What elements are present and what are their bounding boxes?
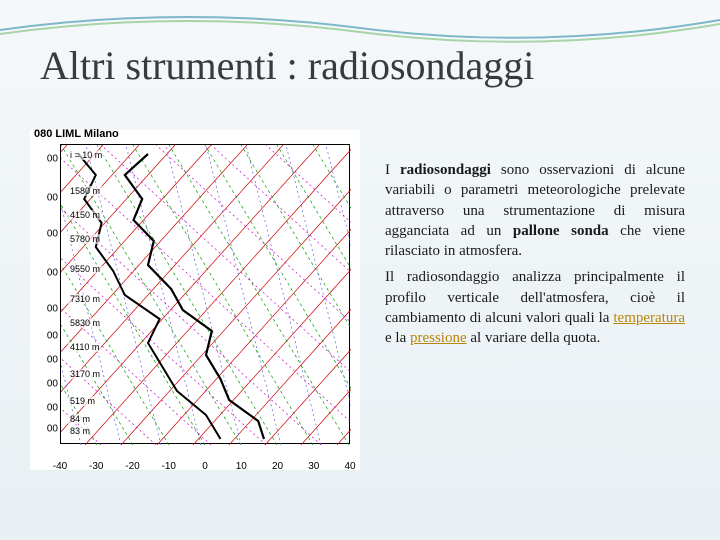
- y-tick: 00: [30, 355, 58, 366]
- y-tick: 00: [30, 304, 58, 315]
- y-tick: 00: [30, 268, 58, 279]
- keyword-radiosondaggi: radiosondaggi: [400, 162, 501, 178]
- altitude-label: 5780 m: [68, 234, 102, 244]
- y-tick: 00: [30, 424, 58, 435]
- altitude-label: 519 m: [68, 396, 97, 406]
- skewt-chart: 080 LIML Milano 00 00 00 00 00 00 00 00 00 00 -40 -…: [30, 130, 360, 470]
- altitude-label: 5830 m: [68, 318, 102, 328]
- slide-title: Altri strumenti : radiosondaggi: [40, 42, 534, 89]
- x-tick: 10: [236, 461, 247, 472]
- x-tick: 20: [272, 461, 283, 472]
- x-tick: -40: [53, 461, 67, 472]
- x-tick: 40: [344, 461, 355, 472]
- altitude-label: 9550 m: [68, 264, 102, 274]
- altitude-label: 7310 m: [68, 294, 102, 304]
- x-tick: -10: [162, 461, 176, 472]
- body-text: I radiosondaggi sono osservazioni di alc…: [385, 160, 685, 354]
- y-tick: 00: [30, 193, 58, 204]
- x-tick: 0: [202, 461, 208, 472]
- y-tick: 00: [30, 229, 58, 240]
- altitude-label: 84 m: [68, 414, 92, 424]
- altitude-label: 4150 m: [68, 210, 102, 220]
- altitude-label: i = 10 m: [68, 150, 104, 160]
- altitude-label: 4110 m: [68, 342, 101, 352]
- y-tick: 00: [30, 403, 58, 414]
- x-tick: -20: [125, 461, 139, 472]
- y-tick: 00: [30, 331, 58, 342]
- x-tick: 30: [308, 461, 319, 472]
- paragraph-1: I radiosondaggi sono osservazioni di alc…: [385, 160, 685, 261]
- paragraph-2: Il radiosondaggio analizza principalment…: [385, 267, 685, 348]
- link-pressione[interactable]: pressione: [410, 330, 467, 346]
- y-tick: 00: [30, 379, 58, 390]
- chart-station-label: 080 LIML Milano: [34, 128, 119, 140]
- chart-plot: [60, 144, 350, 444]
- altitude-label: 1580 m: [68, 186, 102, 196]
- link-temperatura[interactable]: temperatura: [613, 310, 685, 326]
- altitude-label: 83 m: [68, 426, 92, 436]
- y-tick: 00: [30, 154, 58, 165]
- x-tick: -30: [89, 461, 103, 472]
- keyword-pallone-sonda: pallone sonda: [513, 223, 620, 239]
- altitude-label: 3170 m: [68, 369, 102, 379]
